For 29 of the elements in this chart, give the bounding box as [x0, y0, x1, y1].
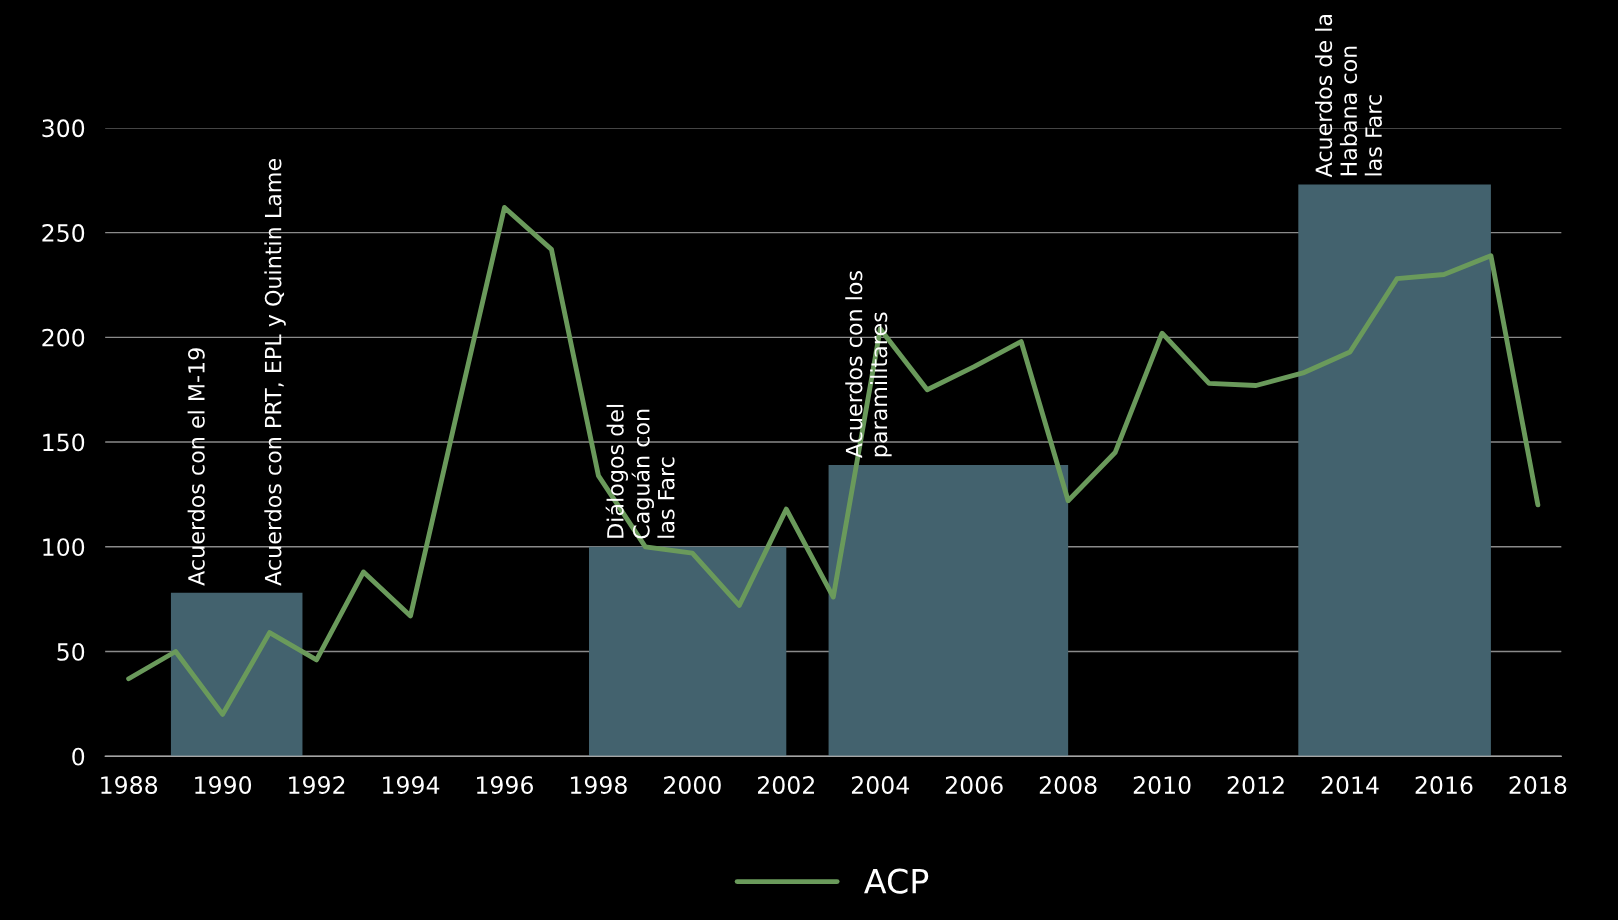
x-tick-label: 2010 — [1133, 776, 1191, 794]
y-tick-label: 50 — [57, 642, 85, 661]
x-tick-label: 1988 — [101, 776, 158, 794]
annotation: Acuerdos con los paramilitares — [845, 271, 892, 458]
legend-label: ACP — [864, 868, 929, 894]
y-tick-label: 100 — [43, 538, 85, 557]
x-tick-label: 2000 — [664, 776, 721, 794]
y-tick-label: 0 — [72, 747, 85, 766]
x-tick-label: 1990 — [195, 776, 252, 794]
x-tick-label: 2004 — [851, 776, 909, 794]
x-tick-label: 2014 — [1321, 776, 1379, 794]
x-tick-label: 2006 — [945, 776, 1003, 794]
y-tick-label: 250 — [42, 224, 85, 242]
y-tick-label: 150 — [43, 433, 85, 452]
y-tick-label: 300 — [42, 119, 85, 138]
annotation: Acuerdos con PRT, EPL y Quintin Lame — [264, 159, 286, 586]
annotation: Acuerdos de la Habana con las Farc — [1314, 14, 1382, 178]
x-tick-label: 2002 — [757, 776, 814, 794]
x-tick-label: 2012 — [1227, 776, 1284, 794]
x-tick-label: 2016 — [1415, 776, 1473, 794]
x-tick-label: 1998 — [570, 776, 627, 794]
annotation: Diálogos del Caguán con las Farc — [605, 404, 675, 539]
x-tick-label: 2008 — [1039, 776, 1097, 794]
x-tick-label: 1994 — [383, 776, 440, 794]
y-tick-label: 200 — [42, 328, 85, 347]
annotation: Acuerdos con el M-19 — [187, 348, 205, 586]
x-tick-label: 2018 — [1509, 776, 1567, 794]
x-tick-label: 1992 — [289, 776, 345, 794]
x-tick-label: 1996 — [477, 776, 534, 794]
